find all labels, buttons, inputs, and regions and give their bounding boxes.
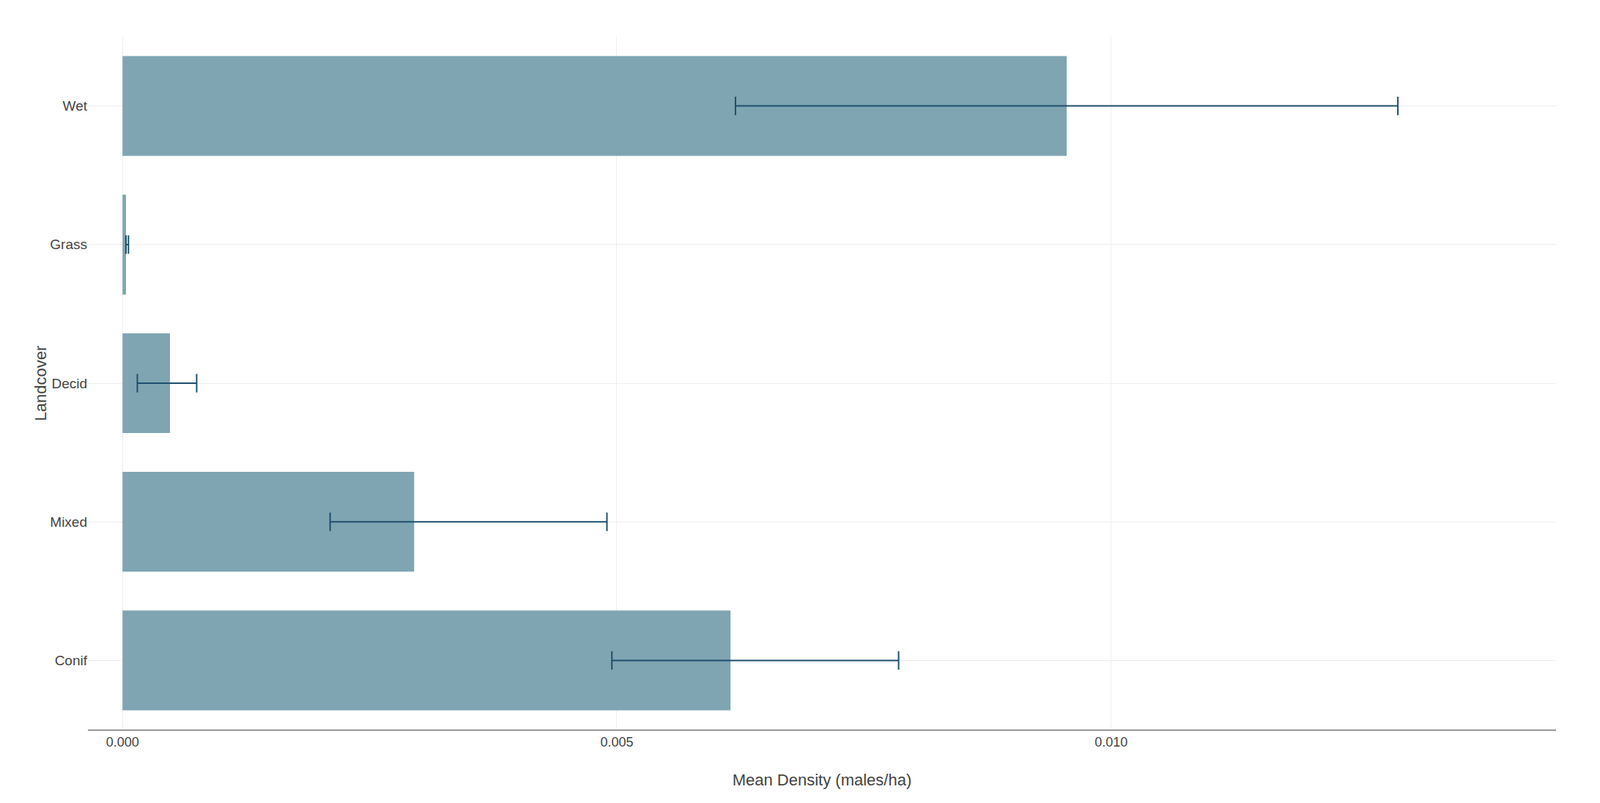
svg-text:Wet: Wet [63,98,88,114]
svg-text:Grass: Grass [49,236,88,253]
svg-text:0.005: 0.005 [600,734,633,750]
svg-text:Mean Density (males/ha): Mean Density (males/ha) [732,770,913,790]
svg-text:Mixed: Mixed [49,514,88,530]
svg-text:Conif: Conif [54,652,88,669]
svg-text:Decid: Decid [51,375,88,392]
svg-text:Landcover: Landcover [31,345,50,422]
svg-text:0.010: 0.010 [1094,734,1128,750]
svg-text:0.000: 0.000 [106,734,140,750]
